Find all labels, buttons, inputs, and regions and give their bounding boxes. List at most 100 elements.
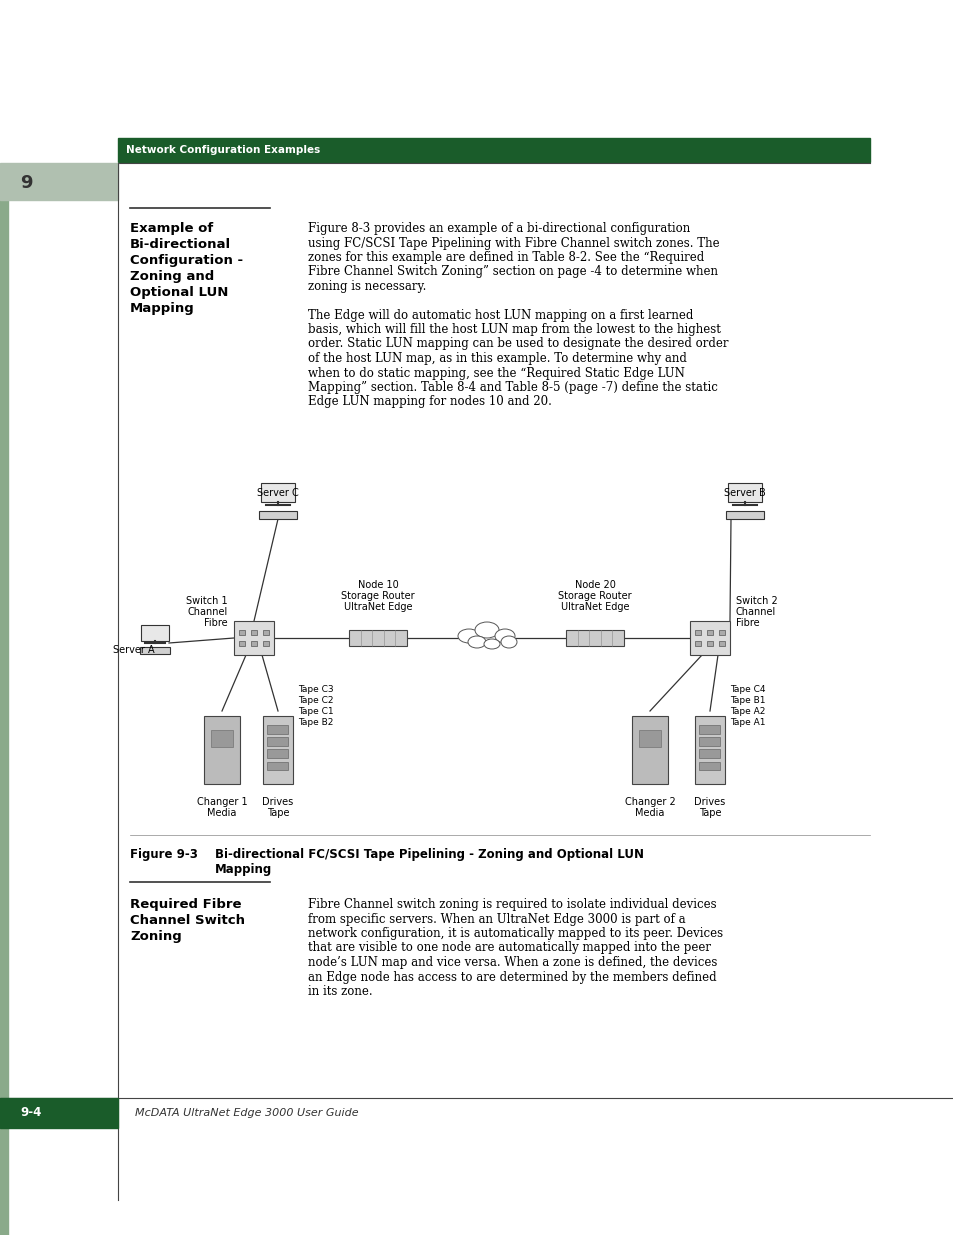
Bar	[695, 630, 700, 635]
FancyBboxPatch shape	[204, 716, 240, 784]
FancyBboxPatch shape	[349, 630, 407, 646]
Bar	[706, 641, 712, 646]
Bar	[118, 138, 869, 162]
FancyBboxPatch shape	[141, 625, 169, 641]
Text: Channel: Channel	[188, 606, 228, 618]
Text: Tape C1: Tape C1	[297, 706, 334, 716]
FancyBboxPatch shape	[263, 716, 293, 784]
FancyBboxPatch shape	[725, 510, 763, 519]
Text: Storage Router: Storage Router	[341, 592, 415, 601]
FancyBboxPatch shape	[261, 483, 294, 503]
Text: Tape C2: Tape C2	[297, 697, 334, 705]
Text: Media: Media	[635, 808, 664, 818]
Text: Fibre: Fibre	[735, 618, 759, 629]
Text: Fibre Channel Switch Zoning” section on page -4 to determine when: Fibre Channel Switch Zoning” section on …	[308, 266, 718, 279]
Text: Mapping: Mapping	[214, 863, 272, 876]
Text: Changer 1: Changer 1	[196, 797, 247, 806]
Text: Network Configuration Examples: Network Configuration Examples	[126, 144, 320, 156]
FancyBboxPatch shape	[565, 630, 623, 646]
Bar	[699, 762, 720, 771]
Text: zoning is necessary.: zoning is necessary.	[308, 280, 426, 293]
FancyBboxPatch shape	[631, 716, 667, 784]
Bar	[251, 630, 256, 635]
Text: Bi-directional FC/SCSI Tape Pipelining - Zoning and Optional LUN: Bi-directional FC/SCSI Tape Pipelining -…	[214, 848, 643, 861]
Ellipse shape	[500, 636, 517, 648]
Text: Tape: Tape	[267, 808, 289, 818]
Text: when to do static mapping, see the “Required Static Edge LUN: when to do static mapping, see the “Requ…	[308, 367, 684, 379]
Text: Bi-directional: Bi-directional	[130, 238, 231, 251]
Bar	[0, 200, 8, 1235]
Text: basis, which will fill the host LUN map from the lowest to the highest: basis, which will fill the host LUN map …	[308, 324, 720, 336]
Bar	[263, 630, 269, 635]
Text: Channel Switch: Channel Switch	[130, 914, 245, 927]
Text: Node 10: Node 10	[357, 580, 398, 590]
Bar	[639, 730, 660, 747]
Text: zones for this example are defined in Table 8-2. See the “Required: zones for this example are defined in Ta…	[308, 251, 703, 264]
Text: Fibre: Fibre	[204, 618, 228, 629]
Text: Figure 8-3 provides an example of a bi-directional configuration: Figure 8-3 provides an example of a bi-d…	[308, 222, 690, 235]
Text: UltraNet Edge: UltraNet Edge	[560, 601, 629, 613]
Text: Tape B1: Tape B1	[729, 697, 764, 705]
Bar	[0, 1098, 118, 1128]
Text: UltraNet Edge: UltraNet Edge	[343, 601, 412, 613]
Bar	[267, 737, 288, 746]
Text: Tape C4: Tape C4	[729, 685, 764, 694]
Ellipse shape	[468, 636, 485, 648]
Text: Server A: Server A	[113, 645, 154, 655]
Bar	[699, 737, 720, 746]
Text: Tape A1: Tape A1	[729, 718, 764, 727]
Text: 9-4: 9-4	[20, 1107, 41, 1119]
Text: Configuration -: Configuration -	[130, 254, 243, 267]
Text: that are visible to one node are automatically mapped into the peer: that are visible to one node are automat…	[308, 941, 710, 955]
Bar	[251, 641, 256, 646]
Text: network configuration, it is automatically mapped to its peer. Devices: network configuration, it is automatical…	[308, 927, 722, 940]
Ellipse shape	[457, 629, 479, 643]
Bar	[695, 641, 700, 646]
Text: The Edge will do automatic host LUN mapping on a first learned: The Edge will do automatic host LUN mapp…	[308, 309, 693, 321]
Text: Mapping” section. Table 8-4 and Table 8-5 (page -7) define the static: Mapping” section. Table 8-4 and Table 8-…	[308, 382, 717, 394]
Text: Switch 2: Switch 2	[735, 597, 777, 606]
Bar	[267, 725, 288, 734]
Text: 9: 9	[20, 174, 32, 191]
Text: an Edge node has access to are determined by the members defined: an Edge node has access to are determine…	[308, 971, 716, 983]
Bar	[719, 641, 724, 646]
FancyBboxPatch shape	[689, 621, 729, 655]
Text: in its zone.: in its zone.	[308, 986, 373, 998]
Text: Tape: Tape	[698, 808, 720, 818]
Ellipse shape	[483, 638, 499, 650]
Text: from specific servers. When an UltraNet Edge 3000 is part of a: from specific servers. When an UltraNet …	[308, 913, 685, 925]
Text: Node 20: Node 20	[574, 580, 615, 590]
Bar	[699, 750, 720, 758]
Bar	[239, 641, 245, 646]
Bar	[263, 641, 269, 646]
Bar	[719, 630, 724, 635]
Text: McDATA UltraNet Edge 3000 User Guide: McDATA UltraNet Edge 3000 User Guide	[135, 1108, 358, 1118]
FancyBboxPatch shape	[259, 510, 296, 519]
Text: Server C: Server C	[257, 488, 298, 498]
Text: Figure 9-3: Figure 9-3	[130, 848, 197, 861]
FancyBboxPatch shape	[727, 483, 761, 503]
Text: Edge LUN mapping for nodes 10 and 20.: Edge LUN mapping for nodes 10 and 20.	[308, 395, 551, 409]
Text: Storage Router: Storage Router	[558, 592, 631, 601]
Text: Server B: Server B	[723, 488, 765, 498]
Text: Tape C3: Tape C3	[297, 685, 334, 694]
Text: Fibre Channel switch zoning is required to isolate individual devices: Fibre Channel switch zoning is required …	[308, 898, 716, 911]
Bar	[0, 163, 118, 200]
Text: Media: Media	[207, 808, 236, 818]
Text: Drives: Drives	[694, 797, 725, 806]
Ellipse shape	[495, 629, 515, 643]
Text: Zoning and: Zoning and	[130, 270, 214, 283]
Text: Drives: Drives	[262, 797, 294, 806]
Text: Optional LUN: Optional LUN	[130, 287, 228, 299]
Text: Mapping: Mapping	[130, 303, 194, 315]
Text: order. Static LUN mapping can be used to designate the desired order: order. Static LUN mapping can be used to…	[308, 337, 728, 351]
Bar	[706, 630, 712, 635]
Text: node’s LUN map and vice versa. When a zone is defined, the devices: node’s LUN map and vice versa. When a zo…	[308, 956, 717, 969]
Ellipse shape	[475, 622, 498, 638]
FancyBboxPatch shape	[233, 621, 274, 655]
Text: Switch 1: Switch 1	[186, 597, 228, 606]
Text: of the host LUN map, as in this example. To determine why and: of the host LUN map, as in this example.…	[308, 352, 686, 366]
Text: Zoning: Zoning	[130, 930, 182, 944]
Text: Channel: Channel	[735, 606, 776, 618]
Text: Tape A2: Tape A2	[729, 706, 764, 716]
